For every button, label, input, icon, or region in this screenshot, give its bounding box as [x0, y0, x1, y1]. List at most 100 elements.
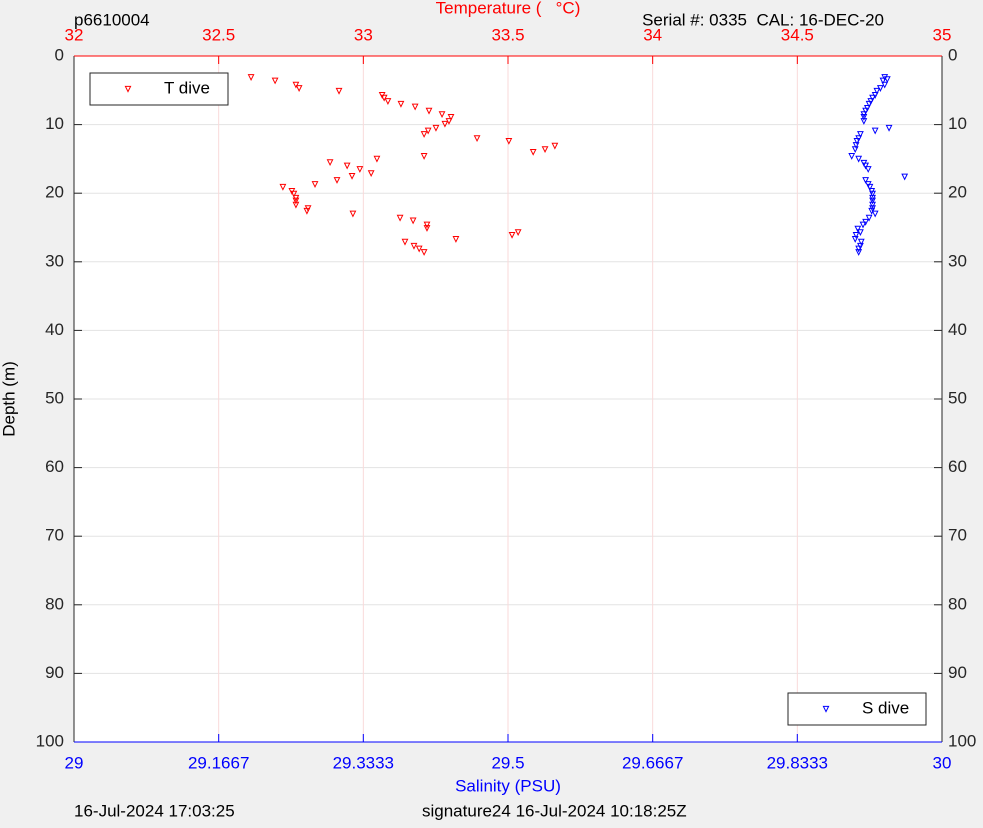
marker — [420, 153, 428, 160]
marker — [866, 183, 874, 191]
x-axis-label: Salinity (PSU) — [455, 776, 561, 795]
marker — [311, 181, 319, 189]
marker — [852, 142, 860, 149]
marker — [295, 85, 303, 92]
marker — [862, 162, 870, 170]
y2-tick-label: 40 — [948, 320, 967, 339]
y-tick-label: 10 — [45, 114, 64, 133]
marker — [851, 146, 859, 154]
marker — [410, 242, 418, 250]
y-tick-label: 60 — [45, 457, 64, 476]
marker — [247, 74, 255, 81]
marker — [423, 225, 431, 232]
x2-tick-label: 33.5 — [491, 25, 524, 44]
marker — [452, 236, 460, 243]
marker — [409, 217, 417, 225]
marker — [855, 249, 863, 256]
marker — [348, 172, 356, 180]
marker — [883, 76, 891, 84]
marker — [856, 131, 864, 138]
marker — [881, 81, 889, 89]
y-axis-label: Depth (m) — [0, 361, 18, 437]
x-tick-label: 29.8333 — [767, 753, 828, 772]
marker — [349, 210, 357, 218]
legend-box — [89, 72, 229, 106]
marker — [290, 190, 298, 198]
marker — [855, 245, 863, 253]
marker — [881, 74, 889, 81]
marker — [356, 166, 364, 173]
marker — [367, 170, 375, 178]
x2-axis-label: Temperature ( °C) — [436, 0, 581, 17]
marker — [869, 94, 876, 102]
y-tick-label: 50 — [45, 388, 64, 407]
marker — [420, 131, 428, 138]
y2-tick-label: 90 — [948, 663, 967, 682]
y-tick-label: 20 — [45, 183, 64, 202]
x-tick-label: 29.5 — [491, 753, 524, 772]
marker — [396, 214, 404, 222]
legend-label: T dive — [164, 78, 210, 97]
marker — [529, 148, 537, 156]
marker — [551, 142, 559, 150]
marker — [303, 207, 311, 215]
marker — [415, 245, 423, 253]
y2-tick-label: 80 — [948, 594, 967, 613]
x-tick-label: 29.1667 — [188, 753, 249, 772]
legend-box — [787, 692, 927, 726]
x-tick-label: 29 — [65, 753, 84, 772]
legend-marker — [124, 85, 132, 93]
y2-tick-label: 20 — [948, 183, 967, 202]
x2-tick-label: 32 — [65, 25, 84, 44]
marker — [424, 127, 432, 135]
y-tick-label: 80 — [45, 594, 64, 613]
marker — [432, 124, 440, 132]
y2-tick-label: 60 — [948, 457, 967, 476]
marker — [343, 162, 351, 170]
marker — [857, 238, 865, 246]
y2-tick-label: 30 — [948, 251, 967, 270]
marker — [852, 231, 860, 239]
marker — [869, 190, 876, 198]
marker — [384, 98, 392, 105]
legend-marker — [822, 705, 830, 713]
marker — [862, 107, 870, 115]
marker — [885, 124, 893, 132]
marker — [848, 153, 856, 160]
marker — [879, 77, 887, 85]
marker — [851, 236, 859, 243]
y-tick-label: 100 — [36, 731, 64, 750]
marker — [541, 146, 549, 154]
marker — [514, 229, 522, 237]
marker — [873, 87, 881, 95]
y-tick-label: 0 — [55, 45, 64, 64]
marker — [855, 155, 863, 163]
marker — [869, 201, 876, 209]
marker — [335, 87, 343, 95]
y-tick-label: 70 — [45, 526, 64, 545]
footer-right: signature24 16-Jul-2024 10:18:25Z — [422, 801, 687, 820]
marker — [859, 221, 867, 229]
y-tick-label: 40 — [45, 320, 64, 339]
marker — [411, 103, 419, 111]
marker — [473, 135, 481, 143]
x2-tick-label: 33 — [354, 25, 373, 44]
x2-tick-label: 35 — [933, 25, 952, 44]
marker — [860, 113, 868, 121]
marker — [853, 137, 861, 145]
y2-tick-label: 70 — [948, 526, 967, 545]
marker — [380, 94, 388, 102]
marker — [292, 81, 300, 89]
marker — [401, 238, 409, 246]
marker — [447, 113, 455, 121]
y2-tick-label: 10 — [948, 114, 967, 133]
y2-tick-label: 50 — [948, 388, 967, 407]
marker — [854, 225, 862, 233]
marker — [292, 197, 300, 205]
marker — [271, 77, 279, 85]
marker — [862, 177, 870, 184]
marker — [441, 120, 449, 128]
y-tick-label: 90 — [45, 663, 64, 682]
marker — [865, 100, 873, 108]
